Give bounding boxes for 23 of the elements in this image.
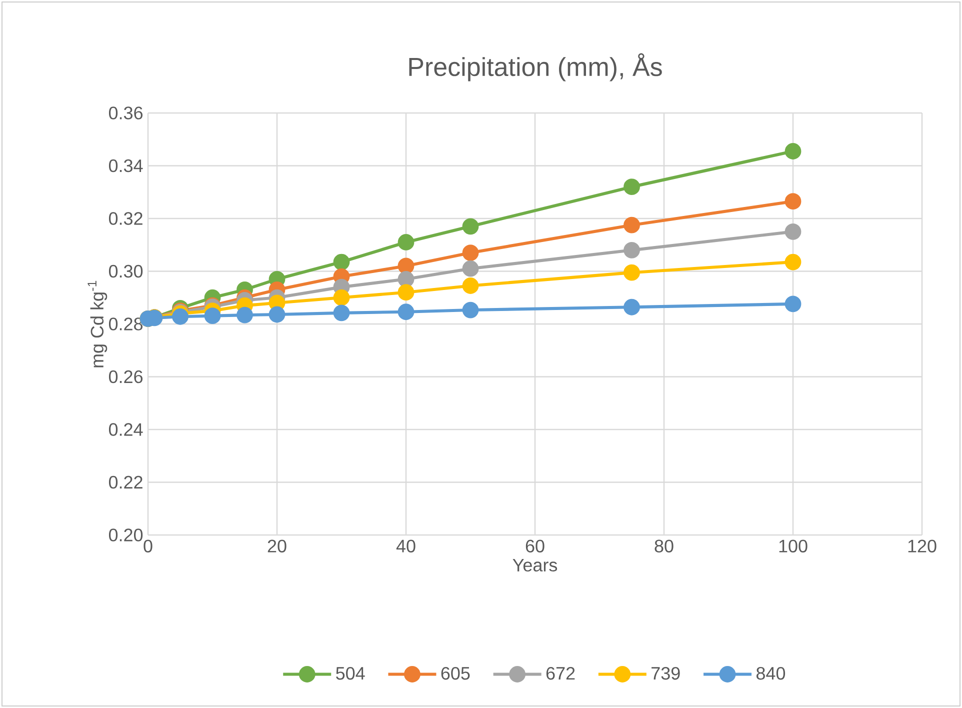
y-tick-label: 0.20	[108, 528, 143, 542]
y-tick-label: 0.30	[108, 264, 143, 278]
x-tick-label: 40	[396, 540, 416, 552]
chart-title: Precipitation (mm), Ås	[409, 53, 662, 82]
y-tick-label: 0.36	[108, 106, 143, 120]
legend-label: 672	[546, 666, 575, 680]
y-tick-label: 0.32	[108, 212, 142, 225]
y-tick-label: 0.34	[108, 159, 143, 172]
legend-label: 504	[336, 666, 365, 680]
y-tick-label: 0.22	[108, 476, 142, 489]
x-tick-label: 100	[779, 540, 808, 552]
x-tick-label: 80	[654, 540, 674, 552]
x-tick-label: 120	[908, 540, 936, 552]
x-tick-label: 0	[144, 540, 152, 552]
legend-label: 840	[756, 666, 786, 680]
y-tick-label: 0.26	[108, 370, 143, 384]
x-tick-label: 60	[526, 540, 544, 552]
x-axis-title: Years	[512, 558, 558, 572]
x-tick-label: 20	[268, 540, 286, 552]
y-axis-title: mg Cd kg$^{-1}$	[88, 280, 108, 368]
legend-label: 739	[652, 666, 680, 680]
y-tick-label: 0.24	[108, 423, 143, 436]
legend-label: 605	[441, 666, 470, 680]
